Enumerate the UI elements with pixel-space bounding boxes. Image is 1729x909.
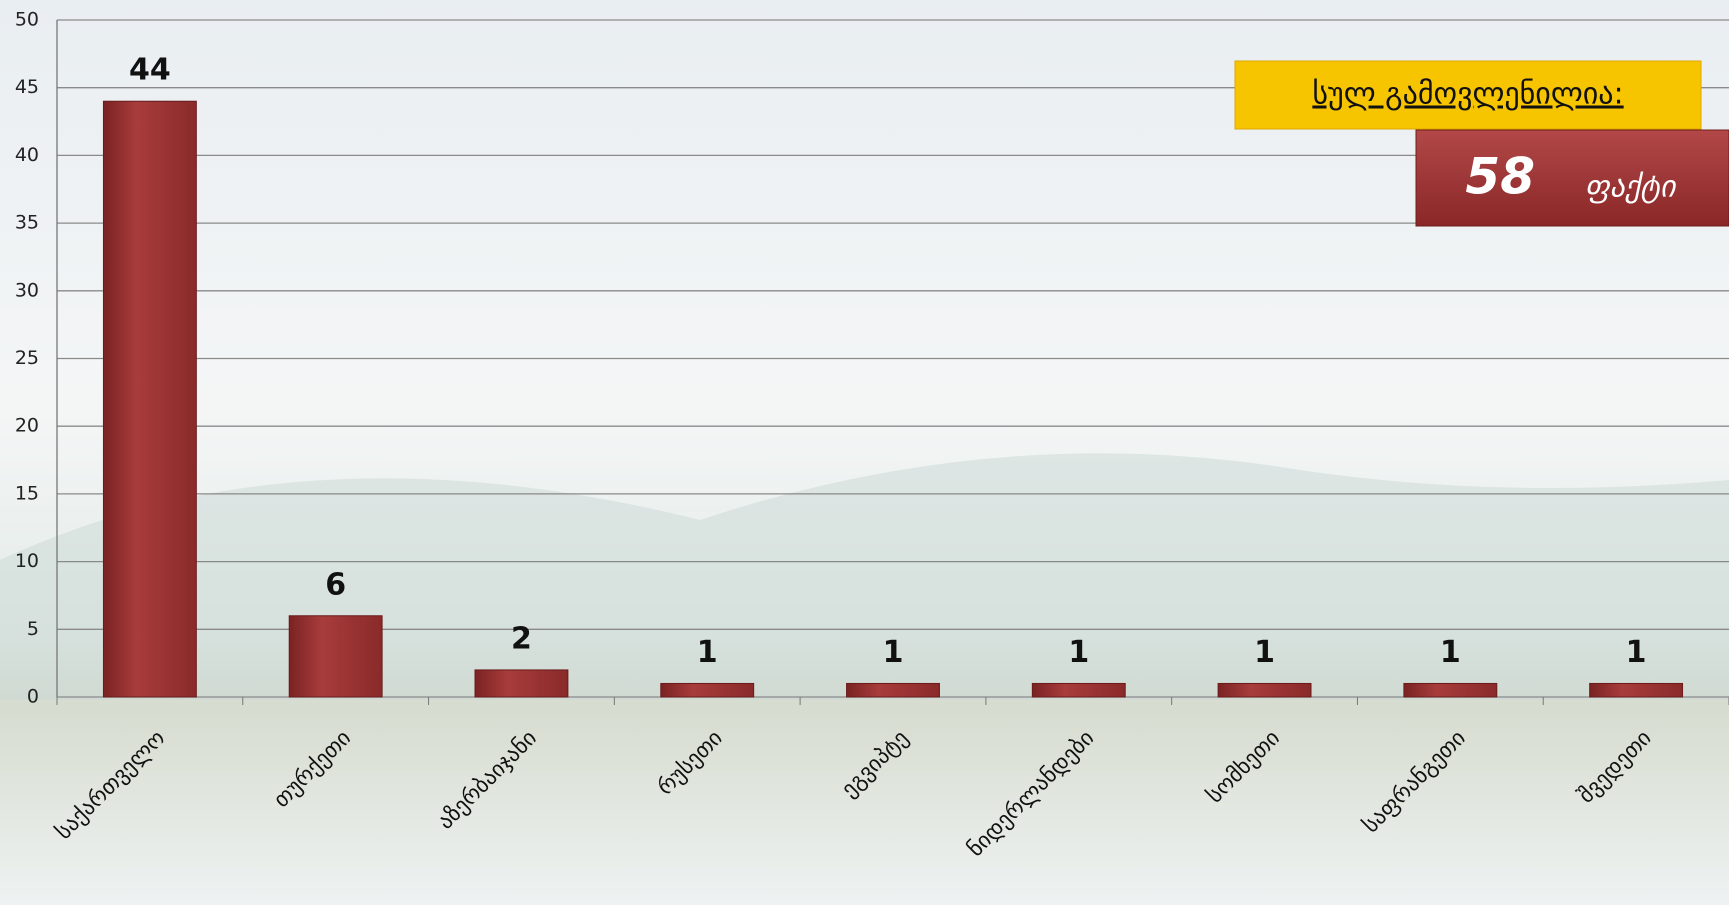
value-label: 1 (697, 635, 718, 670)
y-tick-label: 15 (15, 482, 39, 504)
value-label: 1 (1440, 635, 1461, 670)
y-tick-label: 0 (27, 686, 39, 708)
bar (1403, 682, 1498, 698)
background-building (0, 453, 1729, 700)
y-tick-label: 45 (15, 76, 39, 98)
value-label: 44 (129, 53, 171, 88)
value-label: 1 (1254, 635, 1275, 670)
bar (288, 615, 383, 698)
y-tick-label: 10 (15, 550, 39, 572)
bar (474, 669, 569, 698)
bar (1031, 682, 1126, 698)
total-unit: ფაქტი (1585, 170, 1678, 205)
bar (1217, 682, 1312, 698)
bar (846, 682, 940, 698)
total-label-box (1234, 60, 1702, 130)
total-box (1415, 129, 1729, 227)
y-tick-label: 25 (15, 347, 39, 369)
y-tick-label: 50 (15, 9, 39, 31)
y-tick-label: 20 (15, 415, 39, 437)
bar (102, 100, 197, 698)
y-tick-label: 35 (15, 212, 39, 234)
total-label: სულ გამოვლენილია: (1312, 77, 1623, 112)
value-label: 1 (1626, 635, 1647, 670)
bar (660, 682, 755, 698)
total-value: 58 (1465, 148, 1535, 206)
y-tick-label: 30 (15, 279, 39, 301)
value-label: 6 (325, 567, 346, 602)
value-label: 2 (511, 621, 532, 656)
value-label: 1 (1068, 635, 1089, 670)
y-tick-label: 40 (15, 144, 39, 166)
y-tick-label: 5 (27, 618, 39, 640)
bar (1589, 682, 1684, 698)
value-label: 1 (883, 635, 904, 670)
